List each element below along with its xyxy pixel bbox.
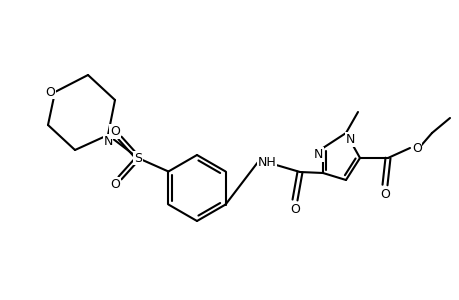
Text: O: O: [110, 178, 120, 191]
Text: S: S: [134, 152, 142, 164]
Text: N: N: [313, 148, 322, 161]
Text: O: O: [411, 142, 421, 154]
Text: N: N: [345, 133, 355, 146]
Text: O: O: [110, 125, 120, 138]
Text: O: O: [290, 203, 299, 216]
Text: NH: NH: [257, 155, 276, 169]
Text: N: N: [103, 135, 112, 148]
Text: O: O: [379, 188, 389, 201]
Text: O: O: [45, 85, 55, 98]
